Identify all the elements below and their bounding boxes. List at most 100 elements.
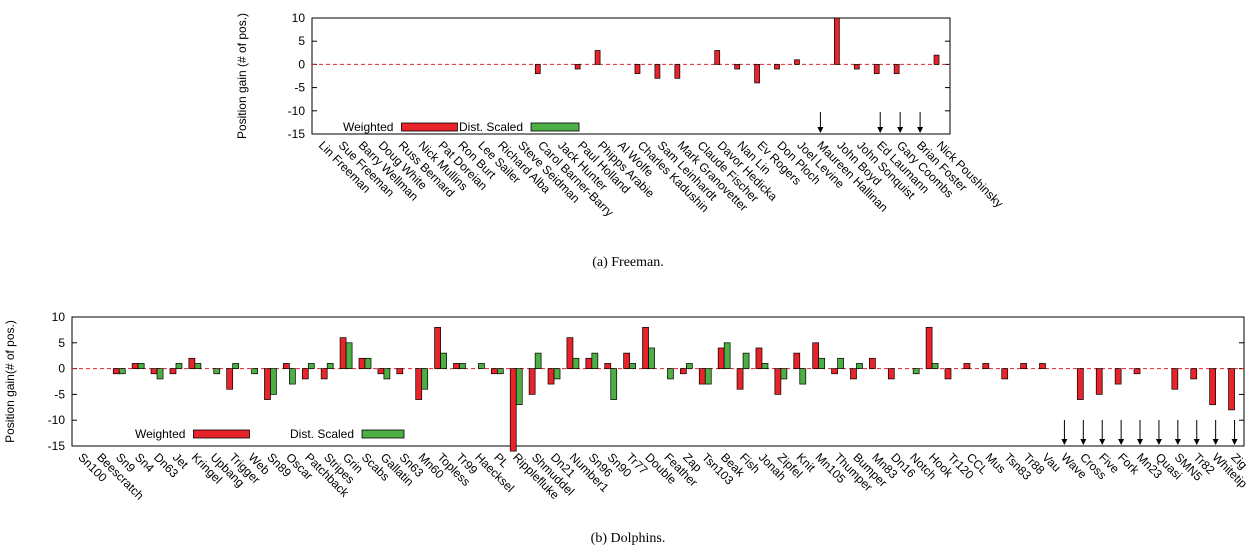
weighted-bar-18 — [674, 64, 681, 79]
weighted-bar-23 — [774, 64, 780, 70]
dist-scaled-bar-20 — [459, 363, 466, 369]
weighted-bar-53 — [1076, 368, 1084, 400]
dist-scaled-bar-36 — [761, 363, 769, 369]
legend-label-1: Dist. Scaled — [290, 427, 354, 441]
dist-scaled-bar-37 — [780, 368, 788, 380]
weighted-bar-13 — [320, 368, 328, 380]
weighted-bar-26 — [566, 337, 574, 369]
weighted-bar-17 — [396, 368, 404, 375]
legend-swatch-1 — [361, 429, 405, 439]
dist-scaled-bar-34 — [723, 342, 731, 369]
weighted-bar-23 — [509, 368, 517, 452]
dist-scaled-bar-15 — [364, 357, 372, 369]
weighted-bar-4 — [150, 368, 158, 375]
dist-scaled-bar-16 — [383, 368, 391, 380]
weighted-bar-20 — [714, 50, 721, 65]
dist-scaled-bar-8 — [232, 363, 240, 369]
weighted-bar-14 — [339, 337, 347, 369]
weighted-bar-37 — [774, 368, 782, 395]
arrowhead-60 — [1212, 439, 1219, 445]
weighted-bar-34 — [717, 347, 725, 369]
dist-scaled-bar-22 — [496, 368, 504, 375]
dist-scaled-bar-21 — [478, 363, 485, 369]
weighted-bar-19 — [434, 326, 441, 369]
arrowhead-28 — [877, 127, 884, 133]
dist-scaled-bar-25 — [553, 368, 561, 380]
dist-scaled-bar-12 — [307, 363, 315, 369]
weighted-bar-11 — [534, 64, 541, 75]
arrowhead-52 — [1061, 439, 1068, 445]
dist-scaled-bar-2 — [118, 368, 126, 375]
weighted-bar-48 — [982, 363, 990, 369]
weighted-bar-43 — [887, 368, 895, 380]
weighted-bar-17 — [654, 64, 661, 79]
weighted-bar-55 — [1114, 368, 1122, 385]
weighted-bar-45 — [925, 326, 933, 369]
weighted-bar-46 — [944, 368, 952, 380]
weighted-bar-26 — [833, 17, 840, 65]
weighted-bar-20 — [453, 363, 460, 369]
dist-scaled-bar-32 — [686, 363, 693, 369]
weighted-bar-42 — [869, 357, 876, 369]
arrowhead-25 — [817, 127, 824, 133]
arrowhead-55 — [1118, 439, 1125, 445]
dist-scaled-bar-38 — [799, 368, 807, 385]
weighted-bar-6 — [188, 357, 196, 369]
weighted-bar-14 — [594, 50, 601, 65]
y-tick-label: 0 — [298, 57, 305, 71]
weighted-bar-22 — [754, 64, 760, 84]
weighted-bar-3 — [131, 363, 139, 369]
y-tick-label: -10 — [288, 104, 306, 118]
arrowhead-56 — [1137, 439, 1144, 445]
weighted-bar-16 — [377, 368, 385, 375]
weighted-bar-24 — [794, 59, 800, 65]
caption-dolphins: (b) Dolphins. — [591, 531, 666, 546]
arrowhead-58 — [1174, 439, 1181, 445]
weighted-bar-25 — [547, 368, 555, 385]
category-label-3: Sn4 — [132, 450, 157, 475]
dist-scaled-bar-35 — [742, 352, 750, 369]
y-tick-label: -10 — [48, 413, 66, 427]
weighted-bar-15 — [358, 357, 366, 369]
plot-frame — [71, 316, 1245, 447]
dist-scaled-bar-31 — [667, 368, 674, 380]
plot-frame — [311, 17, 951, 135]
caption-freeman: (a) Freeman. — [592, 255, 664, 270]
weighted-bar-51 — [1039, 363, 1046, 369]
weighted-bar-58 — [1171, 368, 1179, 390]
y-axis-label: Position gain(# of pos.) — [3, 320, 17, 443]
weighted-bar-38 — [793, 352, 801, 369]
weighted-bar-47 — [963, 363, 971, 369]
dist-scaled-bar-44 — [912, 368, 920, 375]
dist-scaled-bar-4 — [156, 368, 164, 380]
weighted-bar-33 — [698, 368, 706, 385]
arrowhead-30 — [917, 127, 924, 133]
dist-scaled-bar-11 — [289, 368, 296, 385]
y-tick-label: -5 — [54, 387, 65, 401]
weighted-bar-29 — [623, 352, 630, 369]
dist-scaled-bar-28 — [610, 368, 618, 400]
legend-swatch-1 — [530, 122, 580, 132]
legend-label-1: Dist. Scaled — [459, 120, 523, 134]
dist-scaled-bar-33 — [704, 368, 712, 385]
dist-scaled-bar-3 — [137, 363, 145, 369]
dist-scaled-bar-10 — [270, 368, 277, 395]
y-tick-label: 5 — [58, 336, 65, 350]
dist-scaled-bar-45 — [931, 363, 939, 369]
dist-scaled-bar-23 — [515, 368, 523, 406]
weighted-bar-54 — [1095, 368, 1103, 395]
legend-swatch-0 — [401, 122, 458, 132]
y-tick-label: 0 — [58, 362, 65, 376]
weighted-bar-10 — [264, 368, 271, 400]
weighted-bar-28 — [873, 64, 880, 75]
arrowhead-59 — [1193, 439, 1200, 445]
weighted-bar-39 — [812, 342, 820, 369]
weighted-bar-30 — [642, 326, 649, 369]
weighted-bar-35 — [736, 368, 744, 390]
dist-scaled-bar-14 — [345, 342, 353, 369]
dist-scaled-bar-29 — [629, 363, 636, 369]
weighted-bar-16 — [634, 64, 641, 75]
dist-scaled-bar-9 — [251, 368, 258, 375]
weighted-bar-24 — [528, 368, 536, 395]
